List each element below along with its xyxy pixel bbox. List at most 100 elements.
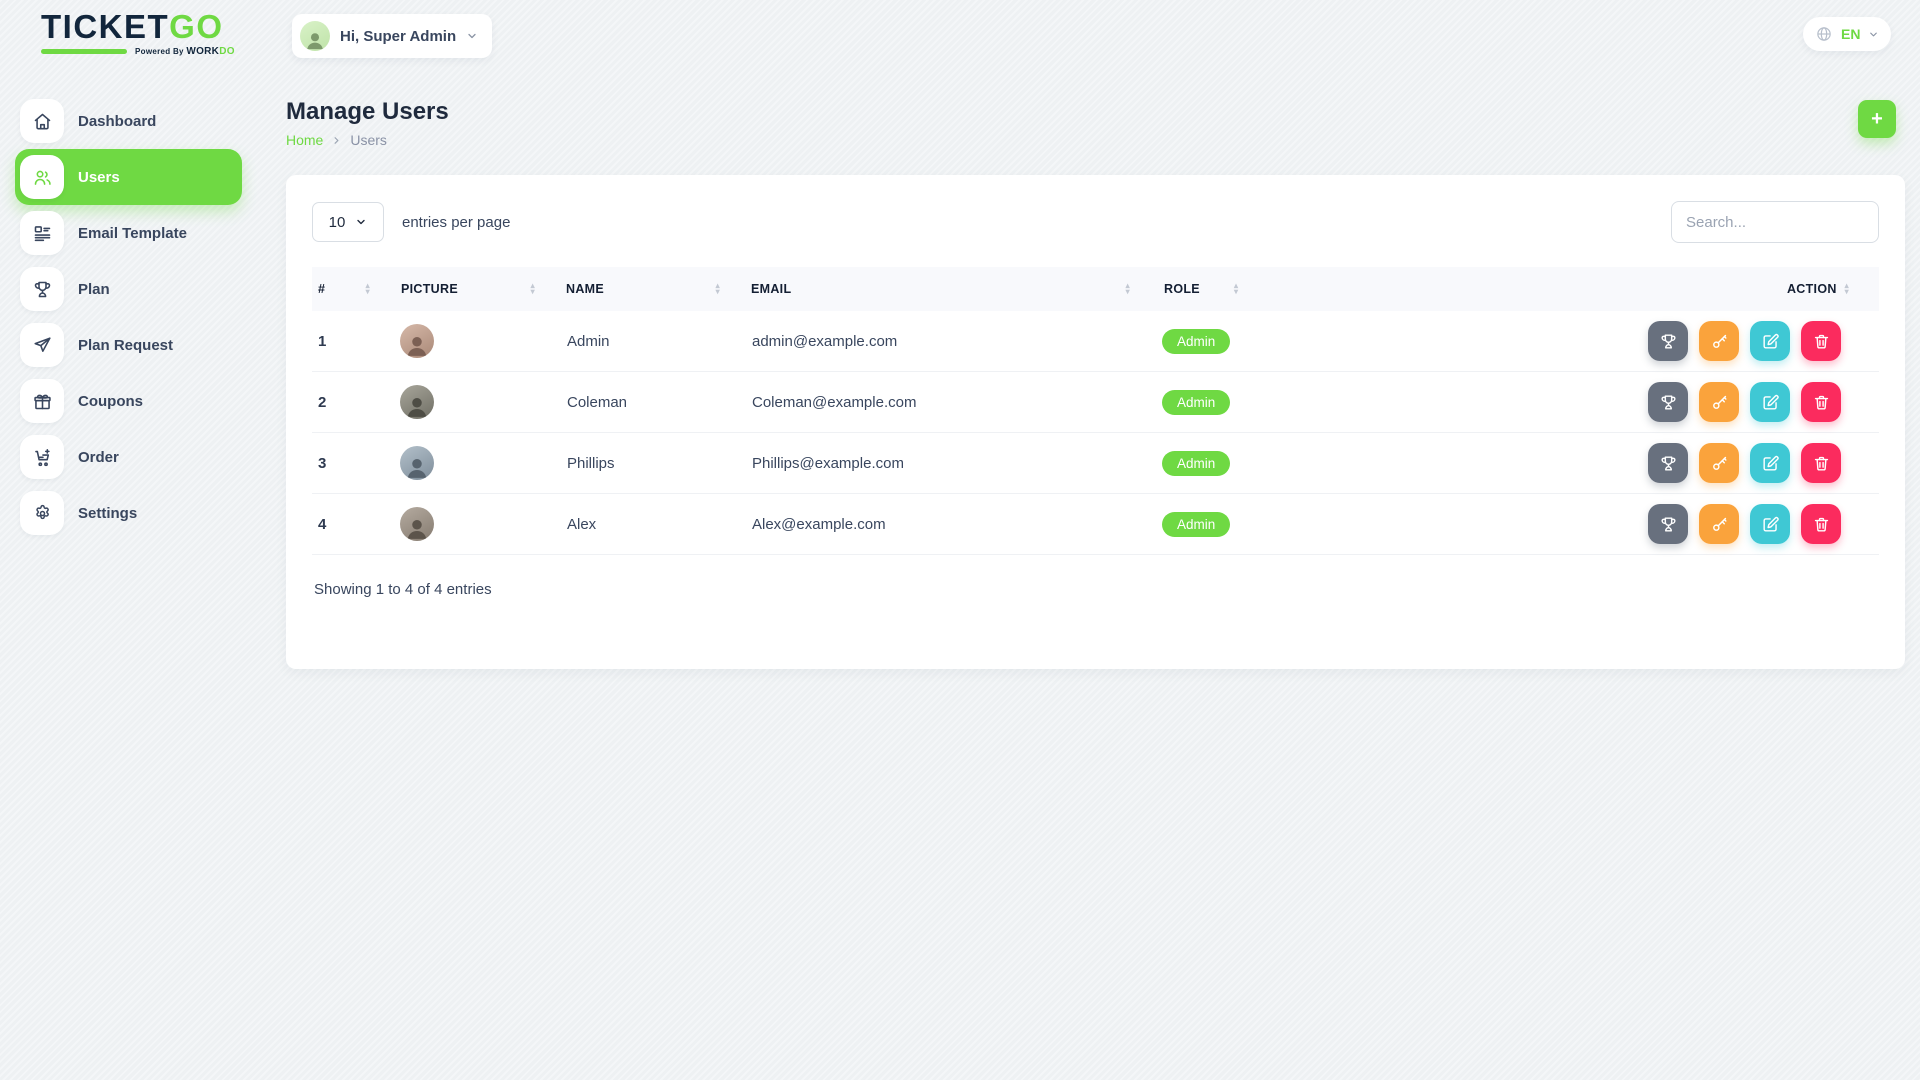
sidebar-item-label: Coupons: [78, 392, 143, 410]
language-selector[interactable]: EN: [1803, 17, 1892, 51]
row-index: 2: [318, 393, 327, 411]
column-header-email[interactable]: EMAIL: [742, 282, 1152, 296]
top-bar: TICKETGO Powered By WORKDO Hi, Super Adm…: [0, 0, 1920, 72]
table-row: 2 Coleman Coleman@example.com Admin: [312, 372, 1879, 433]
entries-per-page-select[interactable]: 10: [312, 202, 384, 242]
avatar: [400, 507, 434, 541]
table-row: 1 Admin admin@example.com Admin: [312, 311, 1879, 372]
sort-icon[interactable]: [531, 283, 535, 296]
key-icon: [1712, 517, 1727, 531]
sidebar-item-order[interactable]: Order: [15, 429, 242, 485]
edit-user-button[interactable]: [1750, 504, 1790, 544]
column-header-label: EMAIL: [751, 282, 792, 296]
column-header-picture[interactable]: PICTURE: [392, 282, 557, 296]
sort-icon[interactable]: [1845, 283, 1849, 296]
edit-user-button[interactable]: [1750, 443, 1790, 483]
role-badge: Admin: [1162, 450, 1231, 476]
sort-icon[interactable]: [366, 283, 370, 296]
logo-secondary: GO: [169, 8, 224, 45]
users-table: # PICTURE NAME EMAIL ROLE ACTION 1 Admin…: [312, 267, 1879, 555]
reset-password-button[interactable]: [1699, 321, 1739, 361]
edit-icon: [1762, 516, 1779, 532]
column-header-role[interactable]: ROLE: [1152, 282, 1642, 296]
sidebar-item-dashboard[interactable]: Dashboard: [15, 93, 242, 149]
person-icon: [407, 519, 427, 539]
edit-user-button[interactable]: [1750, 382, 1790, 422]
sidebar-item-label: Plan: [78, 280, 110, 298]
globe-icon: [1817, 27, 1831, 41]
sidebar-item-label: Plan Request: [78, 336, 174, 354]
avatar: [400, 385, 434, 419]
role-badge: Admin: [1162, 511, 1231, 537]
sort-icon[interactable]: [1234, 283, 1238, 296]
app-logo: TICKETGO Powered By WORKDO: [41, 10, 241, 57]
column-header-label: PICTURE: [401, 282, 458, 296]
table-summary: Showing 1 to 4 of 4 entries: [314, 581, 492, 598]
user-email: Phillips@example.com: [752, 454, 904, 472]
breadcrumb-home-link[interactable]: Home: [286, 132, 324, 148]
role-badge: Admin: [1162, 389, 1231, 415]
delete-user-button[interactable]: [1801, 321, 1841, 361]
trophy-icon: [1660, 516, 1676, 532]
sort-icon[interactable]: [1126, 283, 1130, 296]
user-menu[interactable]: Hi, Super Admin: [292, 14, 493, 58]
user-email: Alex@example.com: [752, 515, 886, 533]
breadcrumb: Home Users: [286, 132, 1905, 148]
delete-user-button[interactable]: [1801, 443, 1841, 483]
sidebar-item-label: Email Template: [78, 224, 187, 242]
powered-brand-accent: DO: [219, 46, 235, 57]
avatar: [400, 324, 434, 358]
chevron-down-icon: [468, 33, 476, 39]
logo-wordmark: TICKETGO: [41, 10, 241, 44]
sidebar-item-email-template[interactable]: Email Template: [15, 205, 242, 261]
trash-icon: [1814, 456, 1828, 471]
sidebar-item-users[interactable]: Users: [15, 149, 242, 205]
page-title: Manage Users: [286, 98, 449, 125]
sidebar-item-plan-request[interactable]: Plan Request: [15, 317, 242, 373]
column-header-name[interactable]: NAME: [557, 282, 742, 296]
upgrade-plan-button[interactable]: [1648, 321, 1688, 361]
reset-password-button[interactable]: [1699, 504, 1739, 544]
sidebar-item-plan[interactable]: Plan: [15, 261, 242, 317]
sidebar-item-coupons[interactable]: Coupons: [15, 373, 242, 429]
key-icon: [1712, 456, 1727, 470]
add-user-button[interactable]: +: [1858, 100, 1896, 138]
role-badge: Admin: [1162, 328, 1231, 354]
user-name: Admin: [567, 332, 610, 350]
powered-by: Powered By WORKDO: [135, 46, 235, 57]
delete-user-button[interactable]: [1801, 382, 1841, 422]
sidebar-item-label: Order: [78, 448, 119, 466]
column-header-action[interactable]: ACTION: [1642, 282, 1879, 296]
sort-icon[interactable]: [716, 283, 720, 296]
reset-password-button[interactable]: [1699, 382, 1739, 422]
upgrade-plan-button[interactable]: [1648, 382, 1688, 422]
column-header-index[interactable]: #: [312, 282, 392, 296]
entries-per-page-label: entries per page: [402, 213, 511, 231]
upgrade-plan-button[interactable]: [1648, 443, 1688, 483]
user-greeting: Hi, Super Admin: [340, 27, 457, 45]
delete-user-button[interactable]: [1801, 504, 1841, 544]
column-header-label: ROLE: [1164, 282, 1200, 296]
chevron-down-icon: [357, 219, 366, 225]
sidebar-item-settings[interactable]: Settings: [15, 485, 242, 541]
column-header-label: ACTION: [1786, 282, 1837, 296]
sidebar-item-label: Settings: [78, 504, 138, 522]
paper-plane-icon: [20, 323, 64, 367]
reset-password-button[interactable]: [1699, 443, 1739, 483]
person-icon: [407, 397, 427, 417]
trash-icon: [1814, 395, 1828, 410]
powered-brand: WORK: [186, 46, 220, 57]
avatar: [400, 446, 434, 480]
user-name: Phillips: [567, 454, 615, 472]
gift-icon: [20, 379, 64, 423]
search-input[interactable]: [1671, 201, 1879, 243]
chevron-down-icon: [1870, 32, 1878, 36]
column-header-label: #: [318, 282, 326, 296]
table-row: 3 Phillips Phillips@example.com Admin: [312, 433, 1879, 494]
edit-icon: [1762, 333, 1779, 349]
edit-user-button[interactable]: [1750, 321, 1790, 361]
upgrade-plan-button[interactable]: [1648, 504, 1688, 544]
powered-by-label: Powered By: [135, 47, 184, 56]
entries-per-page-value: 10: [328, 213, 346, 231]
table-row: 4 Alex Alex@example.com Admin: [312, 494, 1879, 555]
